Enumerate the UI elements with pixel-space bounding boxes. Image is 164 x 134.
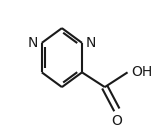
Text: N: N: [86, 36, 96, 50]
Text: N: N: [27, 36, 38, 50]
Text: OH: OH: [131, 65, 152, 79]
Text: O: O: [111, 114, 122, 128]
